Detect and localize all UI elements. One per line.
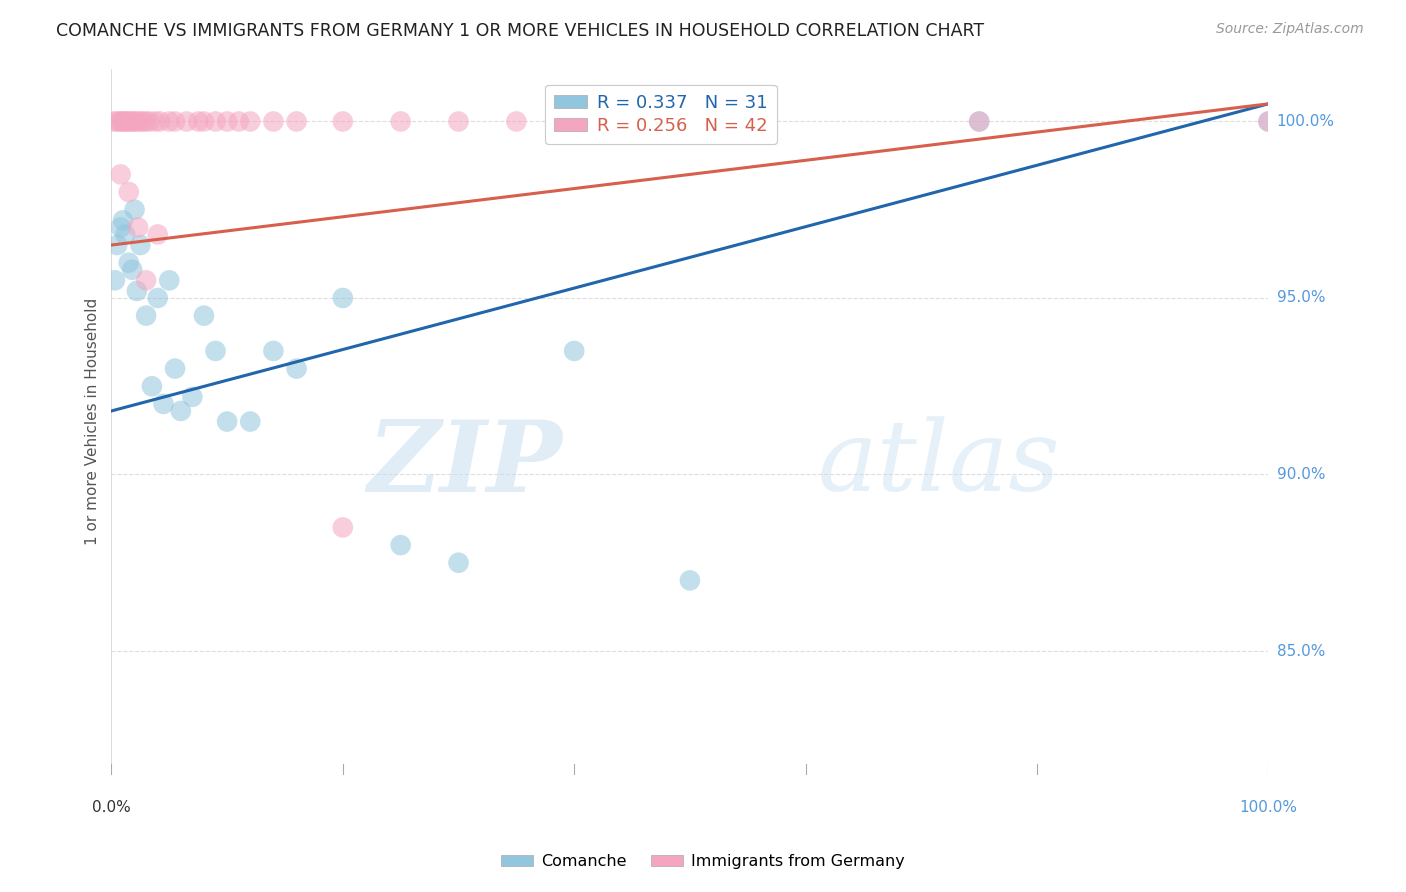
Point <box>138 114 160 128</box>
Point <box>111 114 134 128</box>
Text: ZIP: ZIP <box>367 416 562 512</box>
Point <box>505 114 527 128</box>
Point <box>679 114 702 128</box>
Text: 100.0%: 100.0% <box>1277 114 1334 129</box>
Point <box>110 220 132 235</box>
Point <box>170 404 193 418</box>
Text: 95.0%: 95.0% <box>1277 291 1326 305</box>
Text: Source: ZipAtlas.com: Source: ZipAtlas.com <box>1216 22 1364 37</box>
Point <box>129 238 152 252</box>
Point <box>135 309 157 323</box>
Point <box>1257 114 1279 128</box>
Point <box>118 255 141 269</box>
Point <box>110 168 132 182</box>
Point <box>389 114 412 128</box>
Text: 85.0%: 85.0% <box>1277 643 1324 658</box>
Point <box>114 114 136 128</box>
Point <box>129 114 152 128</box>
Point <box>562 343 585 358</box>
Point <box>1257 114 1279 128</box>
Point <box>193 114 215 128</box>
Point <box>114 227 136 242</box>
Text: atlas: atlas <box>817 417 1060 511</box>
Point <box>152 397 174 411</box>
Text: 90.0%: 90.0% <box>1277 467 1326 482</box>
Point <box>104 273 127 287</box>
Point <box>262 114 284 128</box>
Point <box>146 291 169 305</box>
Point <box>135 273 157 287</box>
Point <box>204 114 226 128</box>
Point <box>108 114 131 128</box>
Point <box>105 238 128 252</box>
Point <box>111 114 134 128</box>
Point <box>127 220 149 235</box>
Text: 100.0%: 100.0% <box>1240 799 1298 814</box>
Point <box>111 213 134 227</box>
Legend: Comanche, Immigrants from Germany: Comanche, Immigrants from Germany <box>495 847 911 875</box>
Point <box>118 185 141 199</box>
Point <box>157 114 180 128</box>
Point <box>332 520 354 534</box>
Point <box>124 202 146 217</box>
Point <box>125 114 148 128</box>
Point <box>118 114 141 128</box>
Point <box>228 114 250 128</box>
Point <box>447 114 470 128</box>
Point <box>125 284 148 298</box>
Point <box>679 574 702 588</box>
Point <box>105 114 128 128</box>
Point <box>285 361 308 376</box>
Point <box>103 114 125 128</box>
Point <box>217 114 239 128</box>
Point <box>204 343 226 358</box>
Point <box>163 114 186 128</box>
Point <box>332 114 354 128</box>
Point <box>285 114 308 128</box>
Legend: R = 0.337   N = 31, R = 0.256   N = 42: R = 0.337 N = 31, R = 0.256 N = 42 <box>546 85 778 145</box>
Point <box>121 114 143 128</box>
Point <box>389 538 412 552</box>
Point <box>562 114 585 128</box>
Point <box>332 291 354 305</box>
Point <box>157 273 180 287</box>
Point <box>124 114 146 128</box>
Text: COMANCHE VS IMMIGRANTS FROM GERMANY 1 OR MORE VEHICLES IN HOUSEHOLD CORRELATION : COMANCHE VS IMMIGRANTS FROM GERMANY 1 OR… <box>56 22 984 40</box>
Point <box>163 361 186 376</box>
Point <box>145 114 167 128</box>
Point <box>187 114 209 128</box>
Point <box>447 556 470 570</box>
Point <box>967 114 990 128</box>
Point <box>967 114 990 128</box>
Point <box>117 114 139 128</box>
Point <box>193 309 215 323</box>
Point <box>149 114 172 128</box>
Point <box>135 114 157 128</box>
Point <box>141 379 163 393</box>
Point <box>121 262 143 277</box>
Point <box>181 390 204 404</box>
Point <box>239 114 262 128</box>
Point <box>131 114 153 128</box>
Point <box>239 415 262 429</box>
Y-axis label: 1 or more Vehicles in Household: 1 or more Vehicles in Household <box>86 298 100 545</box>
Point <box>176 114 198 128</box>
Point <box>146 227 169 242</box>
Point <box>262 343 284 358</box>
Point <box>217 415 239 429</box>
Text: 0.0%: 0.0% <box>91 799 131 814</box>
